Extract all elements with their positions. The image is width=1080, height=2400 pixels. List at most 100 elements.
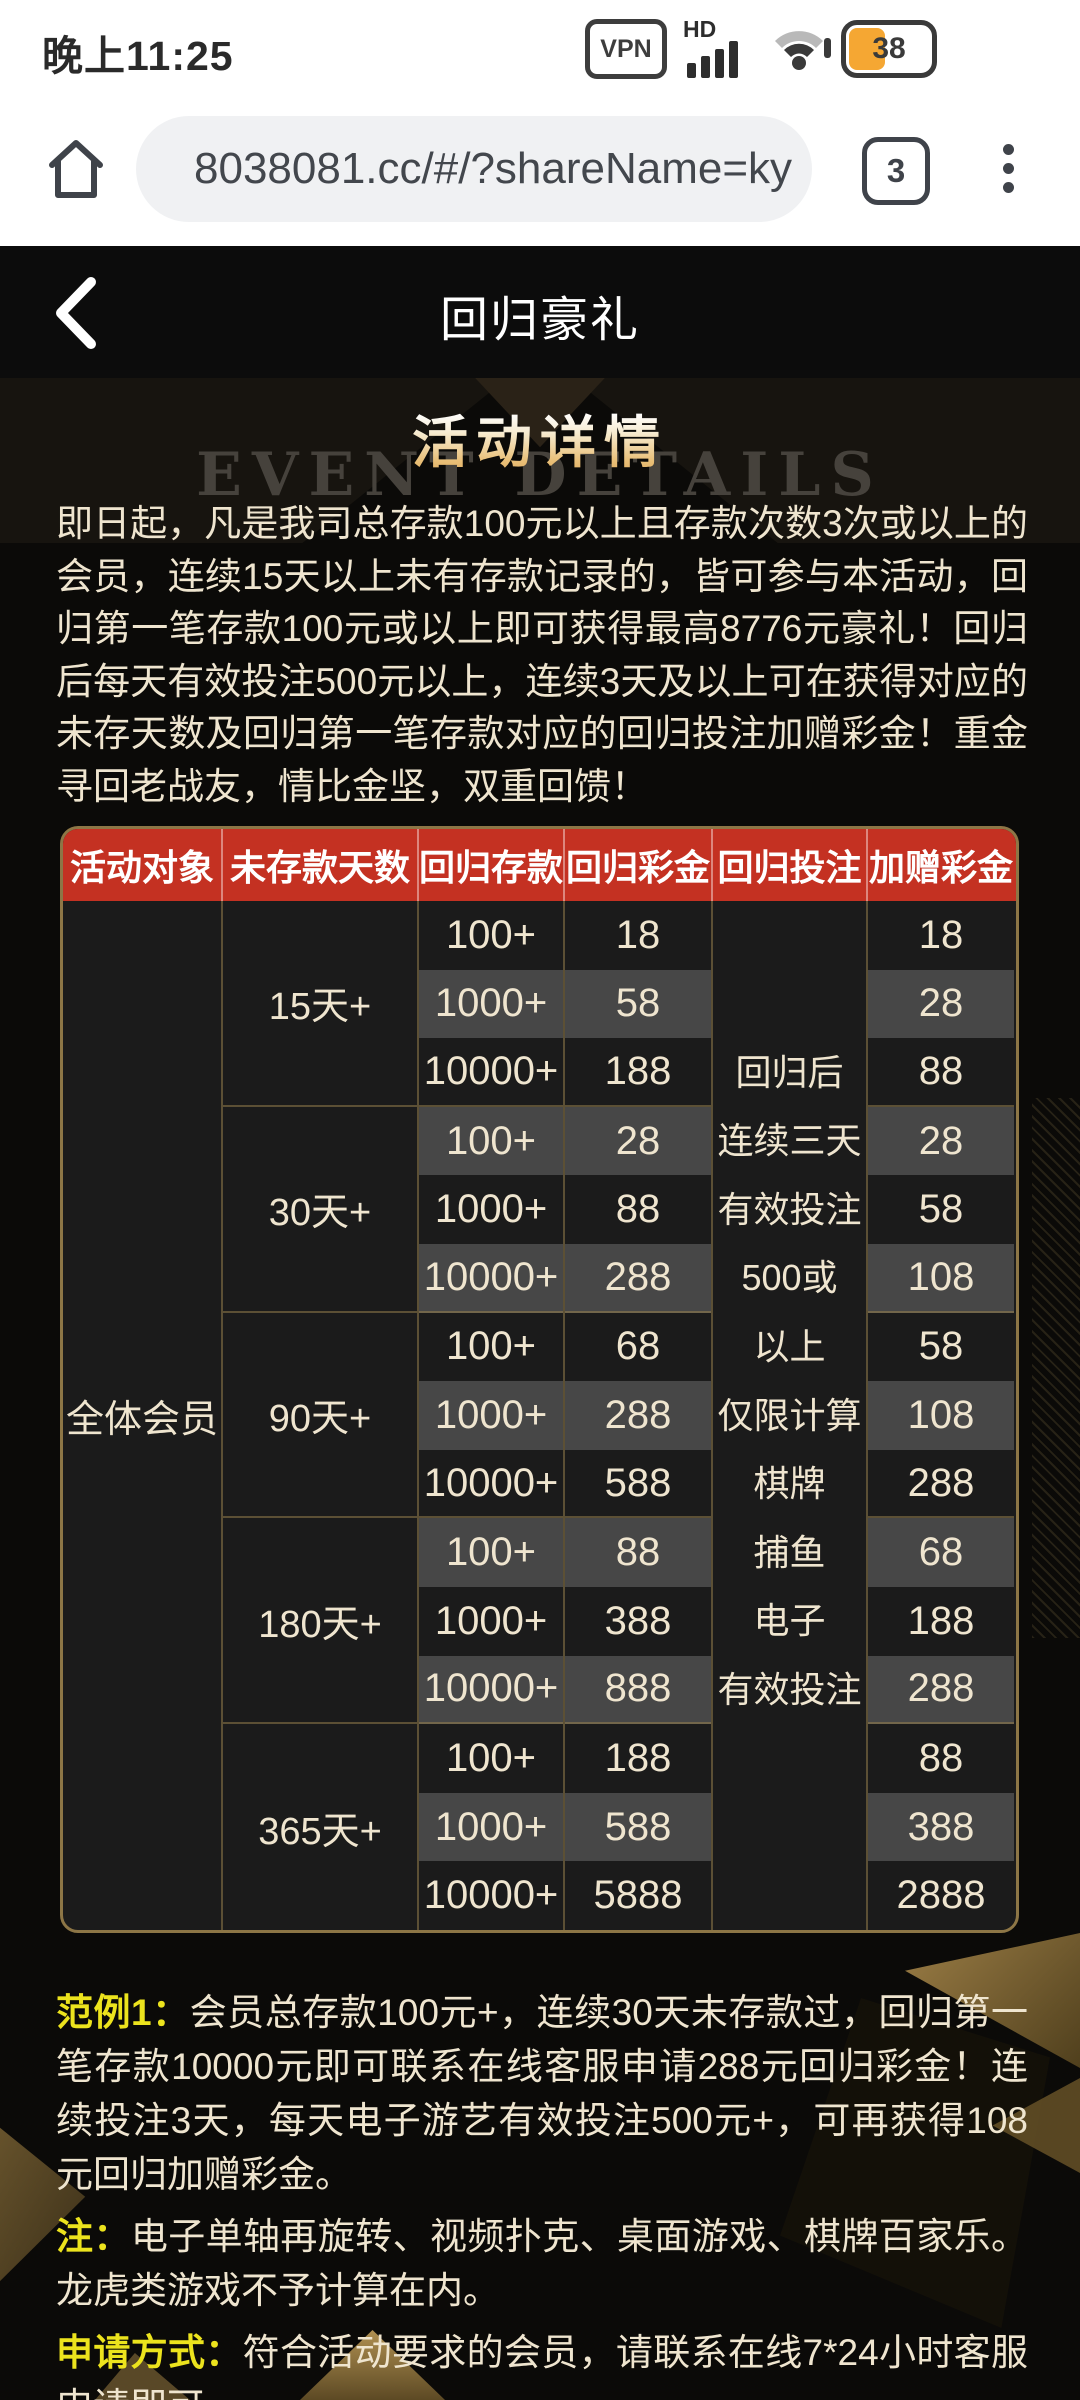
days-cell: 365天+ [258, 1810, 382, 1853]
bonus-cell: 28 [565, 1106, 711, 1176]
note-text: 电子单轴再旋转、视频扑克、桌面游戏、棋牌百家乐。龙虎类游戏不予计算在内。 [56, 2216, 1029, 2312]
bonus-cell: 288 [565, 1243, 711, 1313]
deposit-cell: 10000+ [419, 1243, 563, 1313]
deposit-cell: 100+ [419, 1312, 563, 1382]
deposit-cell: 1000+ [419, 969, 563, 1039]
page-url[interactable]: 8038081.cc/#/?shareName=ky [194, 144, 793, 193]
extra-bonus-cell: 28 [868, 969, 1014, 1039]
extra-bonus-cell: 2888 [868, 1861, 1014, 1930]
table-header-row: 活动对象 未存款天数 回归存款 回归彩金 回归投注 加赠彩金 [63, 829, 1016, 901]
apply-paragraph: 申请方式：符合活动要求的会员，请联系在线7*24小时客服申请即可。 [56, 2326, 1028, 2400]
days-cell: 15天+ [223, 901, 417, 1107]
event-intro-text: 即日起，凡是我司总存款100元以上且存款次数3次或以上的会员，连续15天以上未有… [56, 503, 1028, 807]
battery-percent: 38 [872, 32, 906, 65]
tab-count: 3 [886, 152, 906, 189]
vpn-icon: VPN [585, 19, 667, 79]
bonus-cell: 188 [565, 1724, 711, 1793]
bonus-cell: 888 [565, 1655, 711, 1725]
battery-nub [824, 38, 831, 58]
table-header-cell: 回归存款 [419, 829, 565, 901]
column-extra-bonus: 18 28 88 28 58 108 58 108 288 68 188 288… [868, 901, 1014, 1930]
page-header: 回归豪礼 [0, 246, 1080, 378]
table-header-cell: 加赠彩金 [868, 847, 1013, 888]
extra-bonus-cell: 28 [868, 1106, 1014, 1176]
kebab-dot [1002, 181, 1014, 193]
gold-sparkle-strip [1032, 1098, 1080, 1638]
wifi-icon [775, 31, 823, 70]
battery-icon: 38 [841, 20, 937, 78]
kebab-dot [1002, 143, 1014, 155]
note-paragraph: 注：电子单轴再旋转、视频扑克、桌面游戏、棋牌百家乐。龙虎类游戏不予计算在内。 [56, 2210, 1028, 2318]
table-body: 全体会员 15天+ 30天+ 90天+ 180天+ 365天+ 100+ 100… [63, 901, 1016, 1930]
deposit-cell: 10000+ [419, 1861, 563, 1930]
deposit-cell: 10000+ [419, 1449, 563, 1519]
extra-bonus-cell: 18 [868, 901, 1014, 970]
extra-bonus-cell: 108 [868, 1381, 1014, 1450]
bonus-cell: 288 [565, 1381, 711, 1450]
extra-bonus-cell: 108 [868, 1243, 1014, 1313]
table-header-cell: 回归彩金 [565, 829, 713, 901]
browser-toolbar: 8038081.cc/#/?shareName=ky 3 [0, 95, 1080, 246]
extra-bonus-cell: 88 [868, 1724, 1014, 1793]
event-details-watermark: EVENT DETAILS [0, 440, 1080, 510]
bet-note-line: 有效投注 [717, 1188, 862, 1230]
banner-art [0, 378, 1080, 543]
bonus-cell: 188 [565, 1038, 711, 1107]
deposit-cell: 1000+ [419, 1586, 563, 1656]
deposit-cell: 1000+ [419, 1792, 563, 1862]
days-cell: 90天+ [223, 1313, 417, 1519]
extra-bonus-cell: 68 [868, 1518, 1014, 1587]
bonus-cell: 588 [565, 1792, 711, 1862]
deposit-cell: 100+ [419, 1724, 563, 1793]
section-title: 活动详情 [0, 398, 1080, 479]
example-text: 会员总存款100元+，连续30天未存款过，回归第一笔存款10000元即可联系在线… [56, 1992, 1029, 2196]
status-icons: VPN HD 38 [585, 16, 937, 80]
cell-signal-icon: HD [683, 16, 757, 80]
days-cell: 30天+ [223, 1107, 417, 1313]
signal-bars-icon [687, 41, 738, 78]
back-button[interactable] [30, 268, 120, 358]
audience-cell: 全体会员 [65, 1399, 218, 1441]
deposit-cell: 1000+ [419, 1381, 563, 1450]
promo-table: 活动对象 未存款天数 回归存款 回归彩金 回归投注 加赠彩金 全体会员 15天+… [60, 826, 1019, 1933]
bonus-cell: 5888 [565, 1861, 711, 1930]
bonus-cell: 588 [565, 1449, 711, 1519]
bet-note-line: 电子 [753, 1600, 826, 1642]
deposit-cell: 10000+ [419, 1038, 563, 1107]
bonus-cell: 388 [565, 1586, 711, 1656]
bonus-cell: 58 [565, 969, 711, 1039]
back-chevron-icon [56, 277, 96, 349]
extra-bonus-cell: 88 [868, 1038, 1014, 1107]
bonus-cell: 88 [565, 1518, 711, 1587]
browser-menu-button[interactable] [978, 135, 1038, 201]
tab-switcher-button[interactable]: 3 [862, 137, 930, 205]
bet-note-line: 回归后 [735, 1051, 844, 1093]
bet-note-line: 连续三天 [717, 1120, 862, 1162]
deposit-cell: 1000+ [419, 1175, 563, 1244]
extra-bonus-cell: 188 [868, 1586, 1014, 1656]
home-button[interactable] [38, 131, 114, 207]
bet-note-line: 捕鱼 [753, 1531, 826, 1573]
page-title: 回归豪礼 [439, 294, 640, 347]
bonus-cell: 88 [565, 1175, 711, 1244]
note-label: 注： [56, 2216, 131, 2258]
bet-note-line: 有效投注 [717, 1668, 862, 1710]
clock: 晚上11:25 [42, 33, 234, 79]
bet-note-line: 棋牌 [753, 1463, 826, 1505]
table-header-cell: 回归投注 [713, 829, 868, 901]
bet-note-line: 仅限计算 [717, 1394, 862, 1436]
example-paragraph: 范例1：会员总存款100元+，连续30天未存款过，回归第一笔存款10000元即可… [56, 1986, 1028, 2202]
extra-bonus-cell: 288 [868, 1655, 1014, 1725]
bet-note-line: 500或 [741, 1257, 838, 1299]
battery-fill [849, 28, 885, 70]
example-label: 范例1： [56, 1992, 190, 2033]
bonus-cell: 68 [565, 1312, 711, 1382]
extra-bonus-cell: 58 [868, 1175, 1014, 1244]
extra-bonus-cell: 58 [868, 1312, 1014, 1382]
column-bet-note: 回归后 连续三天 有效投注 500或 以上 仅限计算 棋牌 捕鱼 电子 有效投注 [713, 901, 868, 1930]
table-header-cell: 活动对象 [63, 829, 223, 901]
address-field[interactable]: 8038081.cc/#/?shareName=ky [136, 116, 812, 222]
extra-bonus-cell: 288 [868, 1449, 1014, 1519]
deposit-cell: 100+ [419, 1106, 563, 1176]
hd-icon: HD [683, 16, 717, 42]
